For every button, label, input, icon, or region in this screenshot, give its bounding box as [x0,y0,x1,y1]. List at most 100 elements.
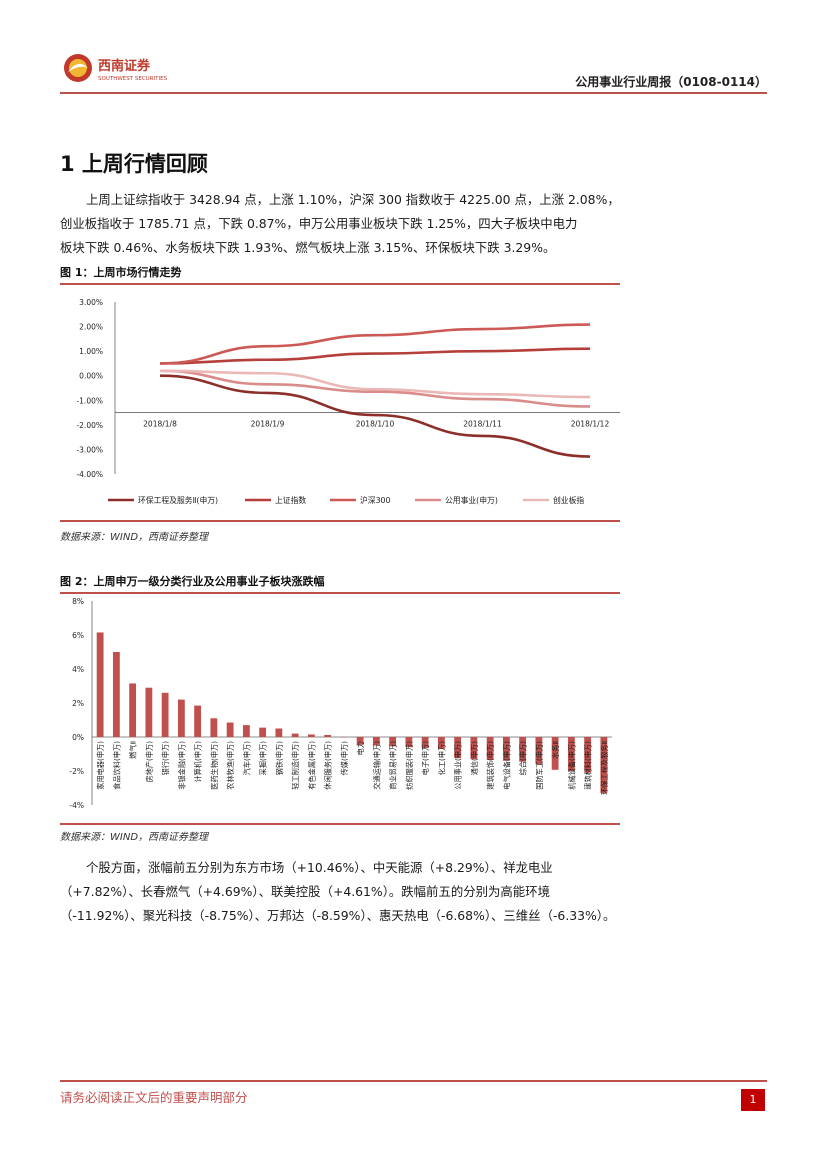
bar [502,737,510,761]
series-line [159,369,591,408]
y-tick-label: 0% [72,733,84,742]
y-tick-label: 6% [72,631,84,640]
bar [437,737,445,749]
category-label: 电气设备(申万) [502,741,511,790]
bar [356,737,364,745]
industry-change-bar-chart: 8% 6% 4% 2% 0% -2% -4% 家用电器(申万) 食品饮料(申万) 燃气Ⅱ 房地产(申… [69,597,612,810]
y-tick-label: 3.00% [79,298,103,307]
bar [177,699,185,737]
legend-label: 公用事业(申万) [445,495,498,505]
paragraph-line: 创业板指收于 1785.71 点，下跌 0.87%，申万公用事业板块下跌 1.2… [60,216,578,231]
paragraph-line: 个股方面，涨幅前五分别为东方市场（+10.46%）、中天能源（+8.29%）、祥… [86,860,553,875]
bar [259,727,267,737]
paragraph-line: 上周上证综指收于 3428.94 点，上涨 1.10%，沪深 300 指数收于 … [86,192,620,207]
figure2-bottom-divider [60,823,620,825]
y-tick-label: -3.00% [76,445,103,454]
x-tick-label: 2018/1/8 [143,420,177,429]
brand-en: SOUTHWEST SECURITIES [98,76,168,82]
category-label: 机械设备(申万) [567,741,576,790]
paragraph-line: （-11.92%）、聚光科技（-8.75%）、万邦达（-8.59%）、惠天热电（… [60,908,616,923]
logo-icon: 西南证券 SOUTHWEST SECURITIES [64,54,168,82]
bar [324,734,332,737]
category-label: 建筑材料(申万) [584,741,593,790]
category-label: 水务Ⅱ [551,741,560,759]
category-label: 纺织服装(申万) [405,741,414,790]
category-label: 商业贸易(申万) [389,741,398,790]
bar [584,737,592,773]
brand-cn: 西南证券 [98,58,151,74]
figure1-bottom-divider [60,520,620,522]
bar [112,652,120,737]
category-label: 钢铁(申万) [275,741,284,776]
x-tick-label: 2018/1/12 [571,420,610,429]
bar [96,632,104,737]
category-label: 计算机(申万) [194,741,203,783]
legend-label: 创业板指 [553,495,584,505]
category-label: 食品饮料(申万) [112,741,121,790]
figure2-source: 数据来源：WIND，西南证券整理 [60,832,209,843]
category-label: 医药生物(申万) [210,741,219,790]
bar [454,737,462,759]
bar [194,705,202,737]
category-label: 国防军工(申万) [535,741,544,790]
category-label: 轻工制造(申万) [291,741,300,790]
bar [486,737,494,760]
y-tick-label: -4.00% [76,470,103,479]
page-header: 西南证券 SOUTHWEST SECURITIES 公用事业行业周报（0108-… [60,48,767,92]
category-label: 传媒(申万) [340,741,349,776]
category-label: 银行(申万) [161,741,170,776]
category-label: 非银金融(申万) [177,741,186,790]
report-name: 公用事业行业周报（0108-0114） [575,75,767,89]
bar [389,737,397,747]
bar [275,728,283,737]
bar [551,737,559,770]
paragraph-line: （+7.82%）、长春燃气（+4.69%）、联美控股（+4.61%）。跌幅前五的… [60,884,550,899]
series-line [159,347,591,365]
category-label: 化工(申万) [437,741,446,776]
category-label: 采掘(申万) [259,741,268,776]
bar [421,737,429,749]
category-label: 电力 [356,741,365,755]
bar [405,737,413,748]
figure1-source: 数据来源：WIND，西南证券整理 [60,532,209,543]
y-tick-label: 4% [72,665,84,674]
company-logo: 西南证券 SOUTHWEST SECURITIES [60,48,180,88]
section-title: 1 上周行情回顾 [60,152,208,176]
bar [470,737,478,760]
bar [161,692,169,737]
figure1-divider [60,283,620,285]
category-label: 家用电器(申万) [96,741,105,790]
header-divider [60,92,767,94]
legend-label: 上证指数 [275,495,306,505]
bar [535,737,543,765]
category-label: 建筑装饰(申万) [486,741,495,790]
x-tick-label: 2018/1/9 [251,420,285,429]
bar [145,687,153,737]
series-line [159,323,591,365]
bar [307,734,315,737]
category-label: 有色金属(申万) [307,741,316,790]
figure1-title: 图 1：上周市场行情走势 [60,266,182,279]
category-label: 环保工程及服务Ⅱ [600,741,609,795]
y-tick-label: 1.00% [79,347,103,356]
footer-divider [60,1080,767,1082]
market-trend-line-chart: 3.00% 2.00% 1.00% 0.00% -1.00% -2.00% -3.00% -4… [76,298,620,505]
bar [129,683,137,737]
category-label: 交通运输(申万) [372,741,381,790]
legend-label: 环保工程及服务Ⅱ(申万) [138,495,218,505]
series-line [159,374,591,458]
y-tick-label: -4% [69,801,84,810]
market-summary-paragraph: 上周上证综指收于 3428.94 点，上涨 1.10%，沪深 300 指数收于 … [60,188,767,260]
category-label: 公用事业(申万) [454,741,463,790]
legend-label: 沪深300 [360,495,391,505]
x-tick-label: 2018/1/10 [356,420,395,429]
page-number: 1 [741,1089,765,1111]
category-label: 休闲服务(申万) [324,741,333,790]
y-tick-label: 0.00% [79,372,103,381]
y-tick-label: -2% [69,767,84,776]
x-tick-label: 2018/1/11 [463,420,502,429]
figure2-divider [60,592,620,594]
category-label: 燃气Ⅱ [129,741,138,759]
bar [567,737,575,771]
series-line [159,369,591,399]
